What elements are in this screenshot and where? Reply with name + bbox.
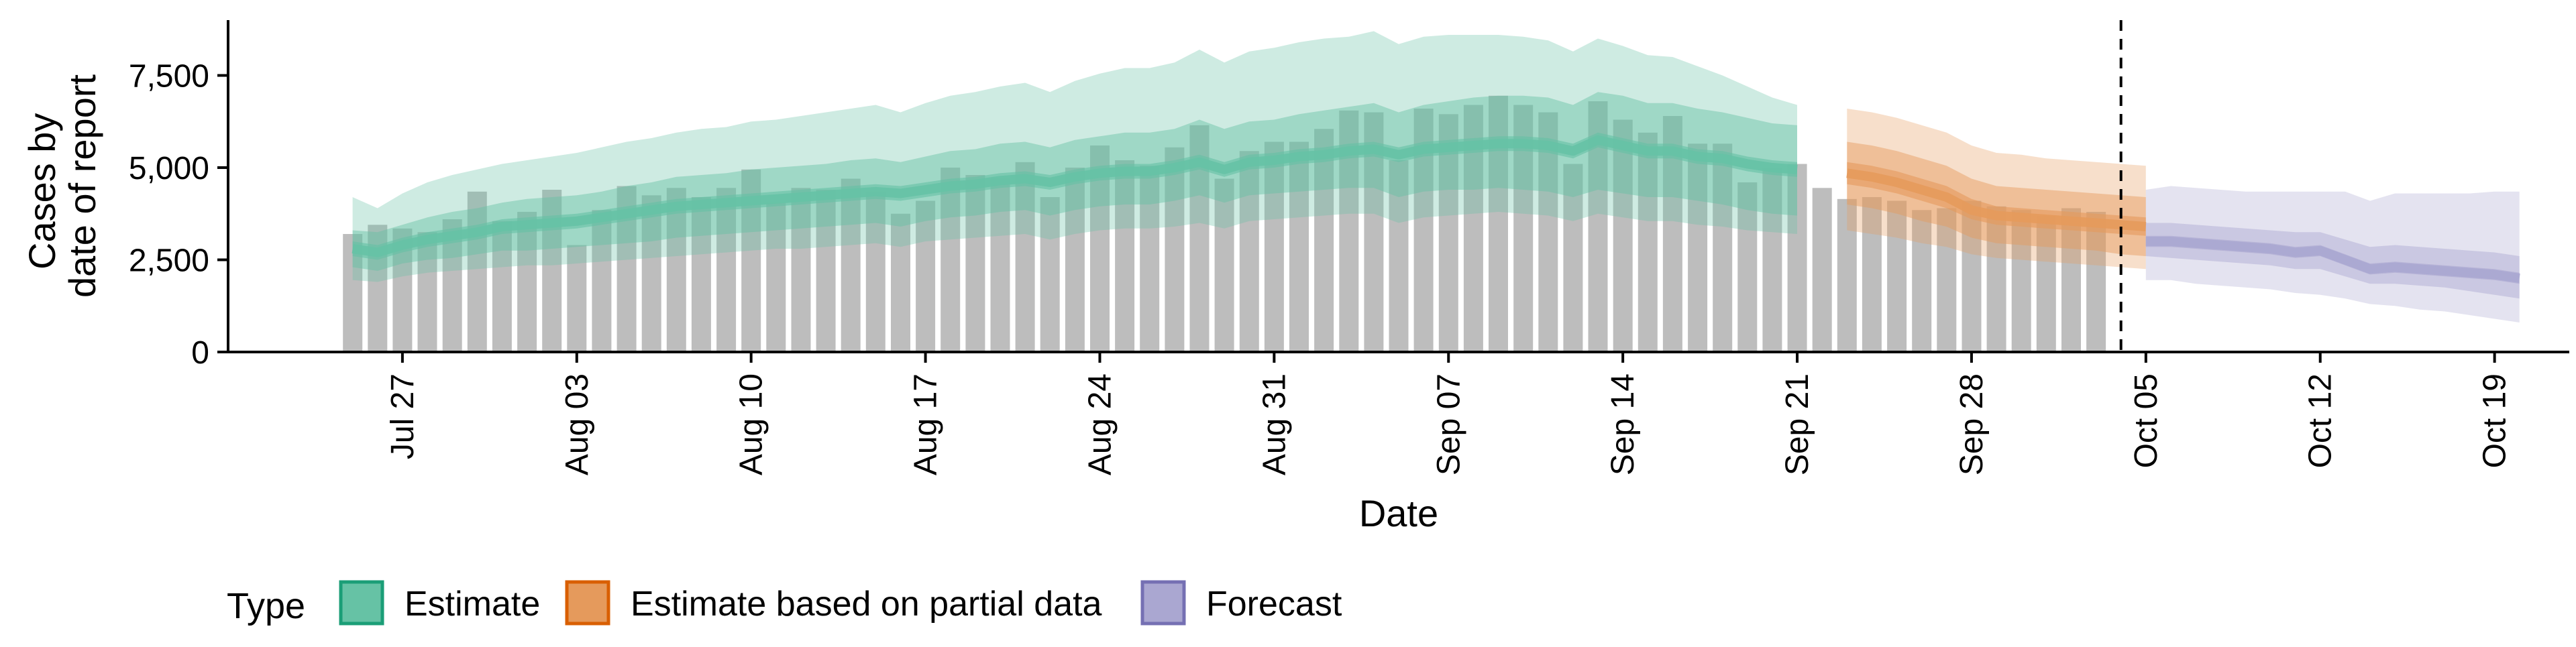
case-bar [641, 195, 661, 353]
case-bar [865, 191, 885, 353]
case-bar [467, 191, 487, 353]
case-bar [567, 245, 587, 352]
case-bar [1289, 141, 1309, 352]
x-axis-title: Date [1359, 492, 1438, 534]
case-bar [592, 210, 612, 353]
x-tick-label: Sep 07 [1431, 373, 1466, 475]
case-bar [1015, 162, 1035, 353]
y-tick-label: 5,000 [129, 151, 209, 186]
case-bar [517, 212, 537, 352]
x-tick-label: Aug 10 [734, 373, 769, 475]
estimate-band-outer [352, 31, 1797, 282]
case-bar [1787, 164, 1807, 352]
x-tick-label: Oct 05 [2129, 373, 2164, 468]
case-bar [1962, 200, 1982, 352]
forecast-median-line [2145, 237, 2520, 283]
case-bar [1040, 197, 1060, 352]
case-bar [1314, 129, 1334, 353]
x-tick-label: Oct 19 [2477, 373, 2513, 468]
estimate-band-50 [352, 132, 1797, 260]
case-bar [2086, 212, 2106, 352]
legend-title: Type [227, 586, 305, 626]
case-bar [1065, 168, 1085, 352]
estimate-median-line [352, 135, 1798, 257]
x-tick-label: Oct 12 [2303, 373, 2339, 468]
case-bar [691, 197, 711, 352]
case-bar [1912, 210, 1932, 353]
case-bar [916, 200, 936, 352]
ribbons-layer [352, 31, 2520, 322]
case-bar [1986, 206, 2006, 353]
case-bar [1713, 143, 1733, 353]
legend: Type Estimate Estimate based on partial … [227, 580, 1342, 626]
case-bar [841, 178, 861, 352]
case-bar [1812, 188, 1832, 353]
x-tick-label: Sep 21 [1780, 373, 1815, 475]
case-bar [1862, 197, 1882, 352]
case-bar [417, 232, 437, 353]
case-bar [1214, 178, 1234, 352]
case-bar [2036, 215, 2056, 352]
legend-key-estimate [339, 580, 384, 626]
case-bar [1264, 141, 1284, 352]
case-bar [1140, 166, 1160, 353]
case-bar [791, 188, 811, 353]
case-bar [1737, 182, 1758, 352]
case-bar [766, 202, 786, 353]
case-bar [666, 188, 686, 353]
case-bar [1638, 132, 1658, 353]
y-tick-label: 0 [191, 335, 209, 371]
legend-key-partial [565, 580, 610, 626]
case-bar [1762, 168, 1782, 352]
x-tick-label: Sep 14 [1605, 373, 1641, 475]
case-bar [1165, 147, 1185, 353]
case-bar [716, 188, 737, 353]
case-bar [1837, 198, 1857, 353]
legend-label-estimate: Estimate [405, 585, 540, 624]
y-tick-label: 2,500 [129, 243, 209, 279]
y-axis-title-line-2: date of report [61, 74, 103, 298]
case-bar [1115, 160, 1135, 352]
case-bar [492, 221, 512, 353]
x-tick-label: Aug 31 [1256, 373, 1292, 475]
x-tick-label: Aug 24 [1082, 373, 1118, 475]
legend-key-forecast [1140, 580, 1186, 626]
case-bar [990, 178, 1010, 352]
case-bar [891, 213, 910, 353]
x-tick-label: Sep 28 [1954, 373, 1990, 475]
y-axis-title: Cases by date of report [21, 74, 103, 298]
case-bar [1563, 164, 1583, 352]
x-tick-label: Aug 03 [559, 373, 595, 475]
y-tick-label: 7,500 [129, 59, 209, 95]
x-tick-label: Jul 27 [385, 373, 421, 459]
legend-label-forecast: Forecast [1206, 585, 1342, 624]
case-bar [941, 168, 961, 352]
case-bar [1887, 200, 1907, 352]
case-bar [1389, 160, 1409, 352]
case-bar [1239, 151, 1259, 353]
x-tick-label: Aug 17 [908, 373, 944, 475]
legend-label-partial: Estimate based on partial data [631, 585, 1102, 624]
case-bar [1613, 119, 1633, 352]
case-bar [965, 175, 985, 352]
case-bar [816, 190, 836, 352]
case-bar [2011, 210, 2031, 353]
case-bar [2061, 208, 2081, 352]
partial-median-line [1846, 168, 2147, 231]
case-bar [1688, 143, 1708, 353]
case-bar [1937, 208, 1957, 352]
axes-layer: 0 2,500 5,000 7,500 Jul 27 Aug 03 Aug 10 Aug 17… [129, 20, 2569, 475]
y-axis-title-line-1: Cases by [21, 113, 63, 270]
